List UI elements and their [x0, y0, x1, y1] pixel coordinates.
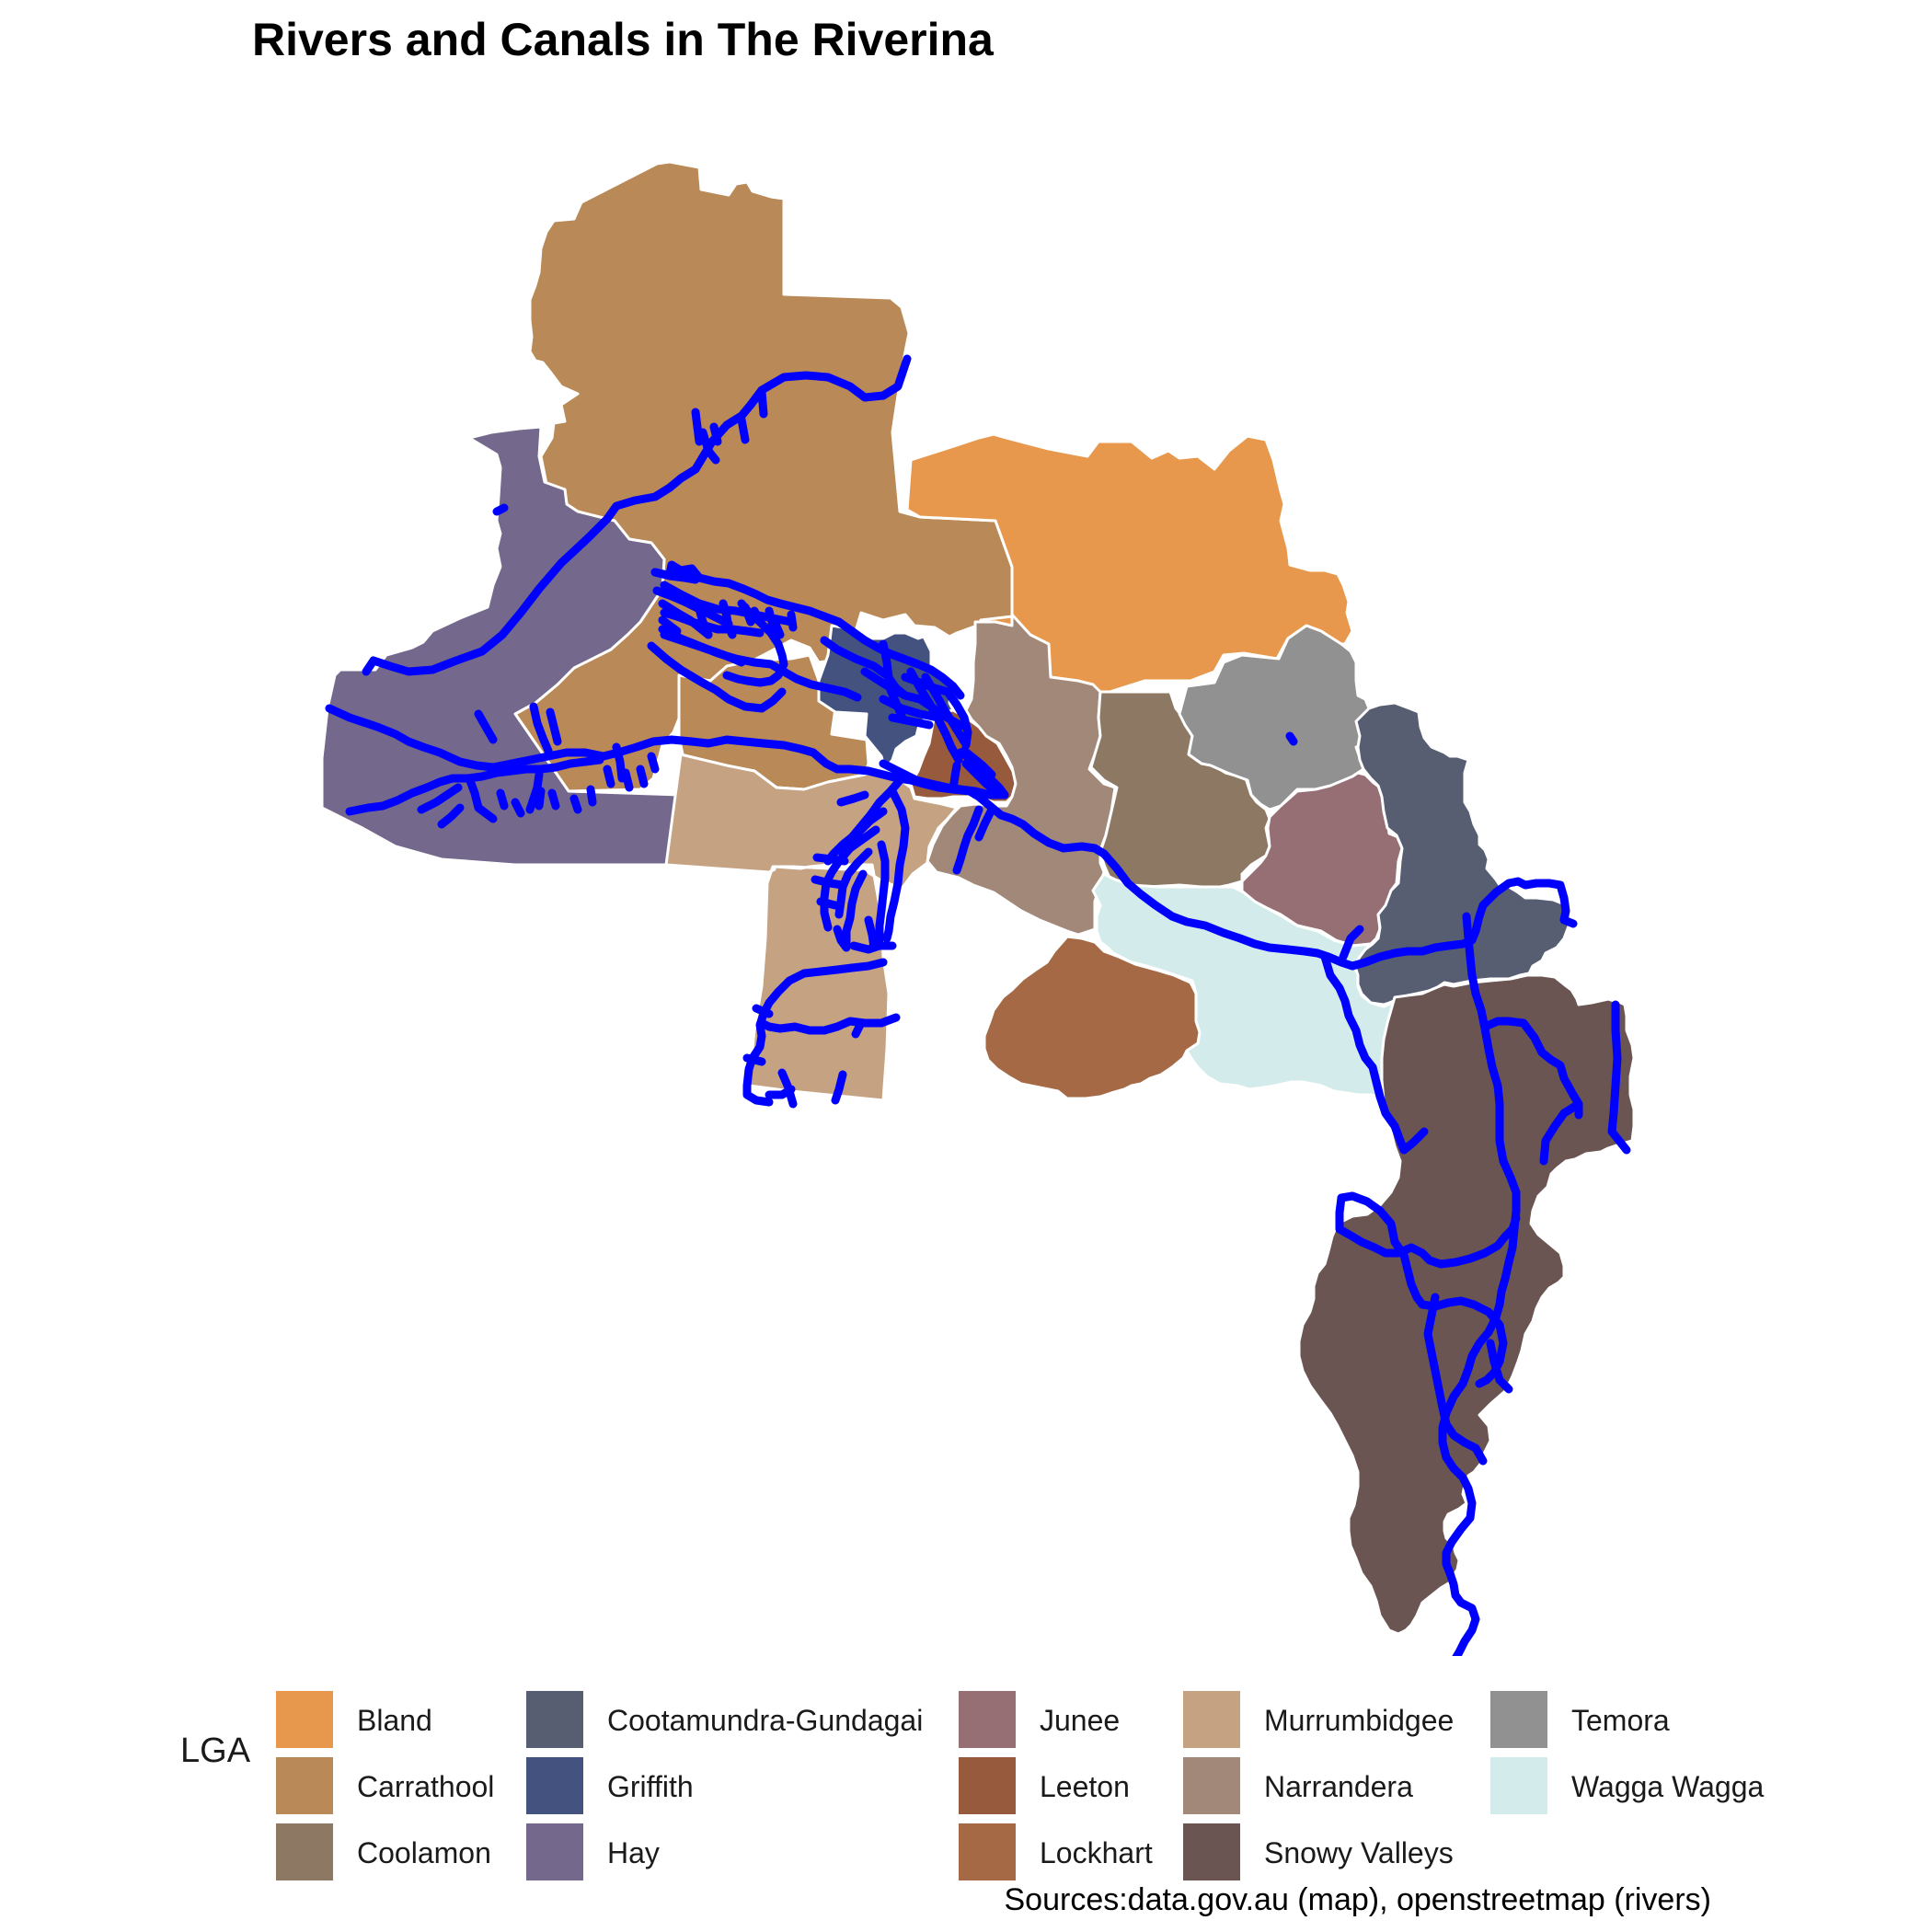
river-snowy-west — [1335, 1193, 1521, 1269]
legend-swatch — [1490, 1757, 1547, 1814]
river-lachlan — [362, 354, 912, 676]
legend-swatch — [959, 1691, 1016, 1748]
canal-mia-f — [757, 1013, 901, 1109]
canal-hay-south — [658, 604, 785, 667]
legend-swatch — [1490, 1691, 1547, 1748]
river-lachlan-tributary — [691, 387, 768, 465]
canal-mia-c — [833, 840, 897, 954]
legend-label: Coolamon — [357, 1836, 491, 1869]
legend-label: Murrumbidgee — [1264, 1704, 1455, 1737]
rivers-and-canals — [325, 354, 1631, 1656]
canal-griffith-f — [860, 639, 969, 765]
river-snowy-east — [1480, 1000, 1631, 1166]
legend-swatch — [1183, 1823, 1240, 1880]
river-murrumbidgee — [325, 704, 1578, 971]
legend-swatch — [276, 1757, 333, 1814]
source-caption: Sources:data.gov.au (map), openstreetmap… — [1004, 1882, 1712, 1917]
legend-swatch — [1183, 1757, 1240, 1814]
lga-regions — [320, 160, 1636, 1636]
canal-griffith-loop — [879, 673, 972, 750]
river-murray-lower — [1337, 1191, 1508, 1388]
canal-griffith-c — [647, 641, 787, 713]
legend-label: Lockhart — [1040, 1836, 1153, 1869]
map-title: Rivers and Canals in The Riverina — [252, 14, 994, 65]
legend-label: Cootamundra-Gundagai — [607, 1704, 924, 1737]
legend-swatch — [959, 1823, 1016, 1880]
legend-label: Griffith — [607, 1770, 694, 1803]
legend-swatch — [276, 1823, 333, 1880]
legend-label: Narrandera — [1264, 1770, 1413, 1803]
legend-swatch — [959, 1757, 1016, 1814]
canal-murrumbidgee-bend — [952, 746, 996, 875]
legend-title: LGA — [180, 1731, 251, 1770]
canal-mia-b — [820, 807, 888, 932]
legend-label: Bland — [357, 1704, 432, 1737]
canal-temora-spot — [1285, 731, 1298, 746]
legend: LGA Bland Carrathool Coolamon Cootamundra-G… — [180, 1691, 1818, 1880]
region-lockhart — [983, 935, 1202, 1100]
region-narrandera — [926, 613, 1117, 937]
canal-griffith-a — [650, 568, 965, 700]
river-murrumbidgee-branch — [1320, 925, 1429, 1155]
legend-label: Carrathool — [357, 1770, 495, 1803]
legend-label: Hay — [607, 1836, 660, 1869]
region-murrumbidgee — [664, 753, 959, 1102]
legend-swatch — [276, 1691, 333, 1748]
legend-label: Temora — [1571, 1704, 1670, 1737]
riverina-map — [320, 160, 1636, 1656]
canal-hay-north — [650, 560, 733, 639]
canal-hay-southwest — [345, 755, 604, 829]
legend-label: Junee — [1040, 1704, 1121, 1737]
canal-hay-west — [465, 742, 660, 823]
canal-mia-d — [811, 790, 869, 910]
river-snowy-south — [1423, 1293, 1513, 1466]
river-tumut — [1438, 912, 1521, 1656]
canal-mia-e — [742, 958, 888, 1107]
canal-hay-northwest — [474, 503, 562, 755]
legend-label: Wagga Wagga — [1571, 1770, 1765, 1803]
legend-label: Snowy Valleys — [1264, 1836, 1454, 1869]
legend-swatch — [526, 1757, 583, 1814]
legend-swatch — [1183, 1691, 1240, 1748]
legend-swatch — [526, 1691, 583, 1748]
legend-label: Leeton — [1040, 1770, 1130, 1803]
legend-swatch — [526, 1823, 583, 1880]
